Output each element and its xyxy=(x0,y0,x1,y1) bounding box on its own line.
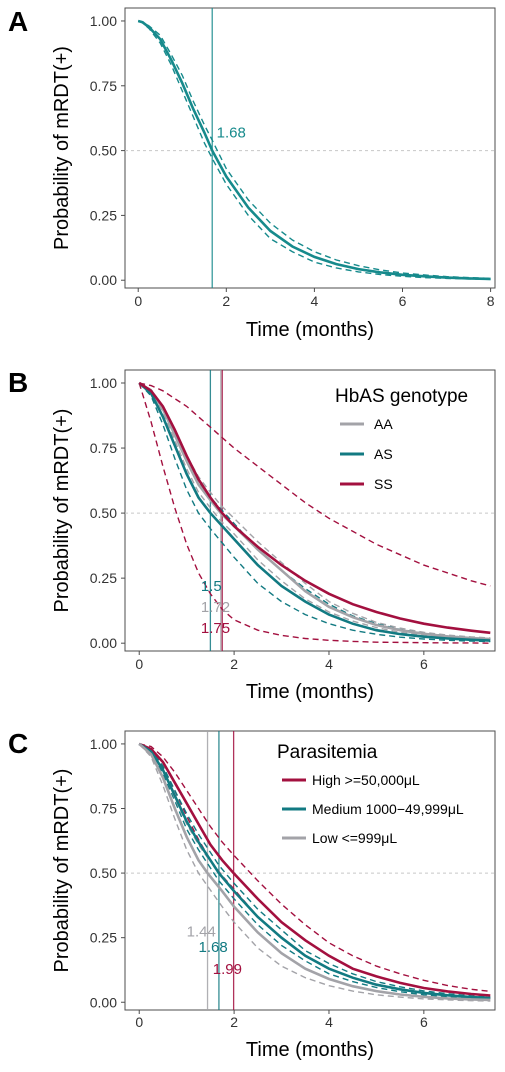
panel-c-legend-title: Parasitemia xyxy=(277,742,378,763)
panel-c-y-axis-label: Probability of mRDT(+) xyxy=(51,769,73,973)
panel-c-legend-label-1: Medium 1000−49,999μL xyxy=(312,801,464,817)
panel-b-median-label-2: 1.75 xyxy=(201,620,230,637)
panel-a-xtick-label-1: 2 xyxy=(222,293,230,309)
panel-b-ytick-label-3: 0.75 xyxy=(90,440,117,456)
panel-c-median-label-0: 1.99 xyxy=(213,961,242,978)
panel-c-median-label-1: 1.68 xyxy=(199,939,228,956)
panel-a-median-label-0: 1.68 xyxy=(217,125,246,142)
panel-a-x-axis-label: Time (months) xyxy=(246,319,374,341)
panel-a-ytick-label-0: 0.00 xyxy=(90,272,117,288)
panel-a-ytick-label-4: 1.00 xyxy=(90,13,117,29)
panel-c-ytick-label-4: 1.00 xyxy=(90,736,117,752)
panel-b-series-line-0 xyxy=(138,381,491,641)
chart-panel-b: 1.72 1.5 1.75 0.00 0.25 0.50 0.75 1.00 0 2 4 6 Time … xyxy=(51,369,496,703)
panel-b-ci-lower-1 xyxy=(138,382,491,643)
panel-c-xtick-label-3: 6 xyxy=(420,1014,428,1030)
panel-c-legend-label-2: Low <=999μL xyxy=(312,830,397,846)
panel-b-legend-label-0: AA xyxy=(374,416,393,432)
panel-c-ci-lower-1 xyxy=(138,743,491,1000)
panel-a-plot-frame xyxy=(124,7,496,289)
panel-c-ytick-label-3: 0.75 xyxy=(90,801,117,817)
panel-b-series-line-2 xyxy=(138,381,491,635)
panel-c-ytick-label-2: 0.50 xyxy=(90,865,117,881)
panel-letter-a: A xyxy=(8,6,29,37)
panel-b-ytick-label-2: 0.50 xyxy=(90,505,117,521)
panel-b-ytick-label-0: 0.00 xyxy=(90,635,117,651)
panel-a-y-axis-label: Probability of mRDT(+) xyxy=(51,46,73,250)
panel-a-ytick-label-1: 0.25 xyxy=(90,207,117,223)
panel-b-median-label-0: 1.72 xyxy=(201,599,230,616)
panel-c-legend-label-0: High >=50,000μL xyxy=(312,772,420,788)
panel-b-xtick-label-1: 2 xyxy=(230,656,238,672)
panel-b-legend-title: HbAS genotype xyxy=(335,386,468,407)
panel-b-xtick-label-3: 6 xyxy=(420,656,428,672)
panel-a-ci-lower-0 xyxy=(137,20,491,281)
panel-a-xtick-label-3: 6 xyxy=(399,293,407,309)
panel-letter-b: B xyxy=(8,367,29,398)
panel-c-ci-upper-0 xyxy=(139,743,491,993)
panel-b-ytick-label-1: 0.25 xyxy=(90,570,117,586)
panel-b-series-line-1 xyxy=(138,382,491,642)
panel-c-series-line-1 xyxy=(138,742,491,1000)
panel-c-ytick-label-0: 0.00 xyxy=(90,994,117,1010)
panel-b-plot-frame xyxy=(124,369,496,652)
panel-a-ytick-label-3: 0.75 xyxy=(90,78,117,94)
panel-c-xtick-label-2: 4 xyxy=(325,1014,333,1030)
panel-a-xtick-label-4: 8 xyxy=(487,293,495,309)
panel-a-xtick-label-2: 4 xyxy=(311,293,319,309)
panel-b-x-axis-label: Time (months) xyxy=(246,681,374,703)
panel-c-series-line-2 xyxy=(138,742,491,1002)
panel-letter-c: C xyxy=(8,728,29,759)
panel-a-ci-upper-0 xyxy=(138,20,491,280)
panel-b-plot-area xyxy=(138,370,491,651)
panel-a-ytick-label-2: 0.50 xyxy=(90,143,117,159)
panel-a-plot-area xyxy=(137,8,491,288)
panel-c-series-line-0 xyxy=(138,742,491,997)
panel-c-x-axis-label: Time (months) xyxy=(246,1039,374,1061)
panel-c-ci-upper-1 xyxy=(138,743,491,998)
panel-c-ytick-label-1: 0.25 xyxy=(90,930,117,946)
chart-panel-c: 1.99 1.681.44 0.00 0.25 0.50 0.75 1.00 0 2 4 6 Time… xyxy=(51,730,496,1061)
panel-b-ci-upper-2 xyxy=(139,382,491,587)
panel-a-xtick-label-0: 0 xyxy=(134,293,142,309)
panel-c-plot-frame xyxy=(124,730,496,1011)
panel-c-xtick-label-1: 2 xyxy=(230,1014,238,1030)
panel-a-series-line-0 xyxy=(137,19,491,281)
panel-b-ci-lower-0 xyxy=(138,382,491,641)
panel-c-ci-lower-2 xyxy=(138,743,491,1002)
panel-c-median-label-2: 1.44 xyxy=(187,923,216,940)
panel-c-xtick-label-0: 0 xyxy=(135,1014,143,1030)
panel-b-xtick-label-2: 4 xyxy=(325,656,333,672)
panel-b-legend-label-1: AS xyxy=(374,446,393,462)
chart-panel-a: 1.68 0.00 0.25 0.50 0.75 1.00 0 2 4 6 8 Time (month… xyxy=(51,7,496,341)
panel-c-plot-area xyxy=(138,731,491,1010)
panel-b-ytick-label-4: 1.00 xyxy=(90,375,117,391)
panel-b-legend-label-2: SS xyxy=(374,476,393,492)
panel-b-xtick-label-0: 0 xyxy=(135,656,143,672)
panel-b-y-axis-label: Probability of mRDT(+) xyxy=(51,409,73,613)
panel-b-median-label-1: 1.5 xyxy=(201,578,222,595)
